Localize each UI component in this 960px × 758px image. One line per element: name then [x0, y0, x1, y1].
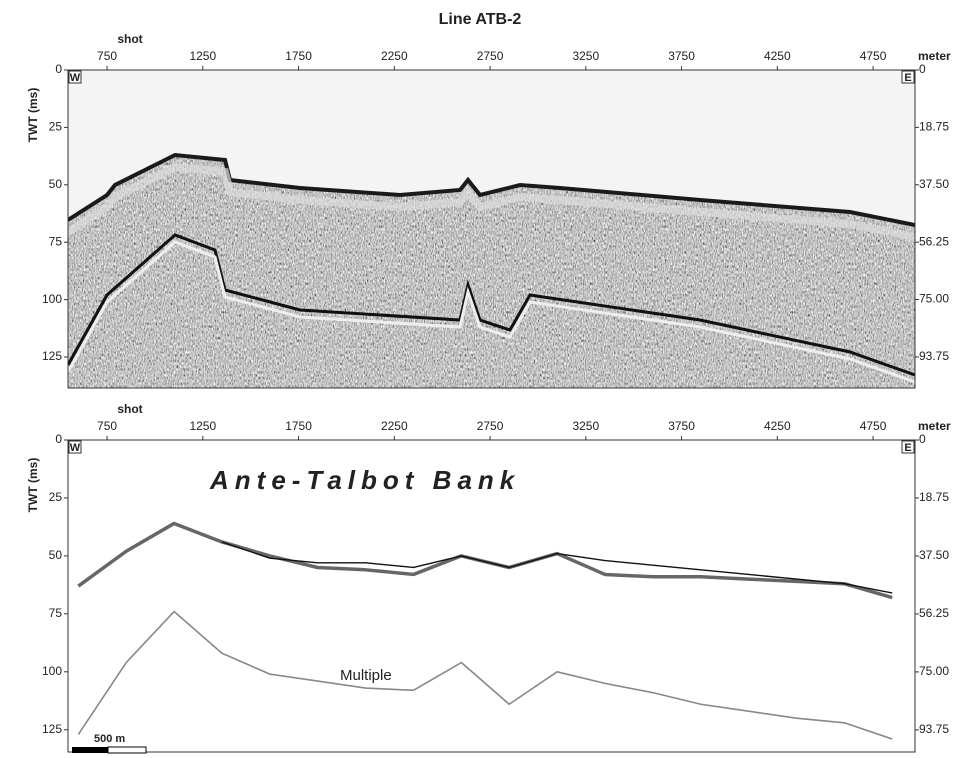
x-tick-label: 3750 — [668, 49, 695, 63]
x-tick-label: 2750 — [477, 419, 504, 433]
plot-frame — [67, 69, 916, 389]
x-tick-label: 1750 — [285, 419, 312, 433]
y-axis-label: TWT (ms) — [26, 88, 40, 143]
chart-title: Line ATB-2 — [439, 11, 522, 28]
y-tick-label: 0 — [55, 432, 62, 446]
x-tick-label: 750 — [97, 49, 117, 63]
y2-tick-label: 37.50 — [919, 548, 949, 562]
y-tick-label: 100 — [42, 664, 62, 678]
y2-tick-label: 37.50 — [919, 177, 949, 191]
seismic-image — [68, 70, 915, 388]
x-tick-label: 1750 — [285, 49, 312, 63]
y-tick-label: 25 — [49, 120, 63, 134]
y2-tick-label: 75.00 — [919, 292, 949, 306]
y-tick-label: 75 — [49, 234, 63, 248]
y-tick-label: 50 — [49, 177, 63, 191]
corner-box — [901, 70, 915, 84]
y2-axis-label: meter — [918, 419, 951, 433]
corner-box — [68, 70, 82, 84]
y-tick-label: 0 — [55, 62, 62, 76]
y2-tick-label: 56.25 — [919, 234, 949, 248]
x-tick-label: 4250 — [764, 419, 791, 433]
y-tick-label: 125 — [42, 349, 62, 363]
scale-bar: 500 m — [72, 733, 147, 754]
x-axis-label: shot — [117, 32, 142, 46]
y-tick-label: 125 — [42, 722, 62, 736]
x-tick-label: 2750 — [477, 49, 504, 63]
x-tick-label: 3750 — [668, 419, 695, 433]
x-tick-label: 4250 — [764, 49, 791, 63]
y2-axis-label: meter — [918, 49, 951, 63]
annotation: Multiple — [340, 667, 392, 684]
x-tick-label: 2250 — [381, 49, 408, 63]
corner-label: E — [904, 442, 911, 454]
x-tick-label: 3250 — [572, 49, 599, 63]
y-tick-label: 100 — [42, 292, 62, 306]
x-tick-label: 4750 — [860, 419, 887, 433]
corner-box — [68, 440, 82, 454]
plot-frame — [67, 439, 916, 753]
x-tick-label: 1250 — [189, 49, 216, 63]
x-tick-label: 3250 — [572, 419, 599, 433]
y-tick-label: 50 — [49, 548, 63, 562]
horizon-line — [221, 541, 893, 594]
corner-label: E — [904, 72, 911, 84]
y2-tick-label: 18.75 — [919, 120, 949, 134]
annotation: Ante-Talbot Bank — [209, 465, 520, 495]
x-tick-label: 2250 — [381, 419, 408, 433]
y-axis-label: TWT (ms) — [26, 458, 40, 513]
corner-label: W — [70, 442, 81, 454]
x-tick-label: 1250 — [189, 419, 216, 433]
horizon-line — [77, 521, 893, 600]
corner-box — [901, 440, 915, 454]
y2-tick-label: 56.25 — [919, 606, 949, 620]
y2-tick-label: 93.75 — [919, 722, 949, 736]
y2-tick-label: 75.00 — [919, 664, 949, 678]
y2-tick-label: 0 — [919, 62, 926, 76]
x-axis-label: shot — [117, 402, 142, 416]
y-tick-label: 75 — [49, 606, 63, 620]
corner-label: W — [70, 72, 81, 84]
y-tick-label: 25 — [49, 490, 63, 504]
y2-tick-label: 93.75 — [919, 349, 949, 363]
horizon-line — [77, 610, 893, 740]
scale-bar-label: 500 m — [94, 733, 125, 745]
x-tick-label: 4750 — [860, 49, 887, 63]
y2-tick-label: 18.75 — [919, 490, 949, 504]
x-tick-label: 750 — [97, 419, 117, 433]
y2-tick-label: 0 — [919, 432, 926, 446]
